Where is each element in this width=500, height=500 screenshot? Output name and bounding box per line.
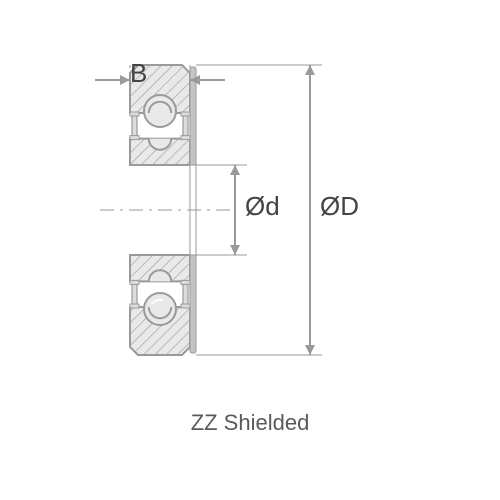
svg-text:B: B: [130, 58, 147, 88]
caption-text: ZZ Shielded: [0, 410, 500, 436]
svg-text:ØD: ØD: [320, 191, 359, 221]
svg-text:Ød: Ød: [245, 191, 280, 221]
